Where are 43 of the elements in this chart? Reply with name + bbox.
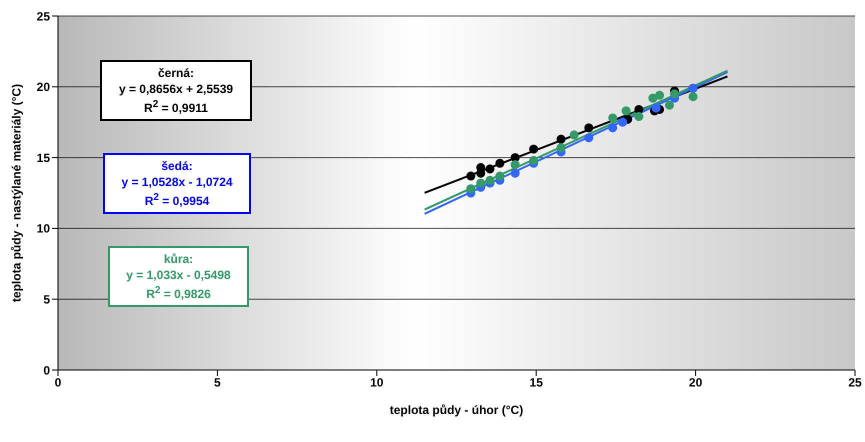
point — [570, 130, 579, 140]
point — [618, 118, 628, 127]
x-tick-label: 15 — [530, 376, 544, 390]
point — [495, 158, 504, 168]
annotation: šedá: y = 1,0528x - 1,0724 R$^{2}$ = 0,9954 — [120, 158, 234, 209]
x-tick-label: 20 — [688, 376, 703, 390]
point — [652, 104, 661, 113]
x-axis-title: teplota půdy - úhor (°C) — [390, 403, 524, 417]
y-tick-label: 10 — [36, 222, 50, 236]
point — [584, 123, 594, 132]
point — [556, 143, 566, 152]
point — [529, 144, 538, 154]
y-tick-label: 25 — [36, 9, 50, 24]
point — [476, 178, 486, 188]
x-tick-label: 0 — [54, 376, 62, 390]
point — [655, 90, 664, 100]
x-tick-label: 10 — [370, 376, 384, 390]
point — [510, 168, 520, 178]
point — [485, 164, 494, 174]
x-tick-label: 5 — [214, 376, 222, 390]
point — [466, 172, 476, 181]
y-axis-title: teplota půdy - nastýlané materiály (°C) — [9, 84, 24, 302]
point — [634, 112, 644, 122]
point — [622, 106, 631, 116]
point — [670, 89, 680, 98]
y-tick-label: 20 — [36, 80, 50, 94]
y-tick-label: 15 — [36, 150, 50, 165]
point — [556, 134, 566, 144]
point — [466, 184, 476, 194]
x-tick-label: 25 — [848, 376, 862, 390]
point — [510, 160, 520, 170]
point — [495, 172, 504, 181]
annotation: kůra: y = 1,033x - 0,5498 R$^{2}$ = 0,9826 — [125, 251, 232, 302]
point — [608, 113, 618, 122]
annotation: černá: y = 0,8656x + 2,5539 R$^{2}$ = 0,9911 — [118, 65, 234, 116]
y-tick-label: 5 — [43, 292, 50, 306]
point — [584, 133, 594, 142]
point — [529, 156, 538, 165]
y-tick-label: 0 — [43, 363, 50, 378]
point — [664, 100, 674, 110]
point — [608, 123, 618, 132]
point — [688, 92, 698, 102]
point — [485, 176, 494, 185]
